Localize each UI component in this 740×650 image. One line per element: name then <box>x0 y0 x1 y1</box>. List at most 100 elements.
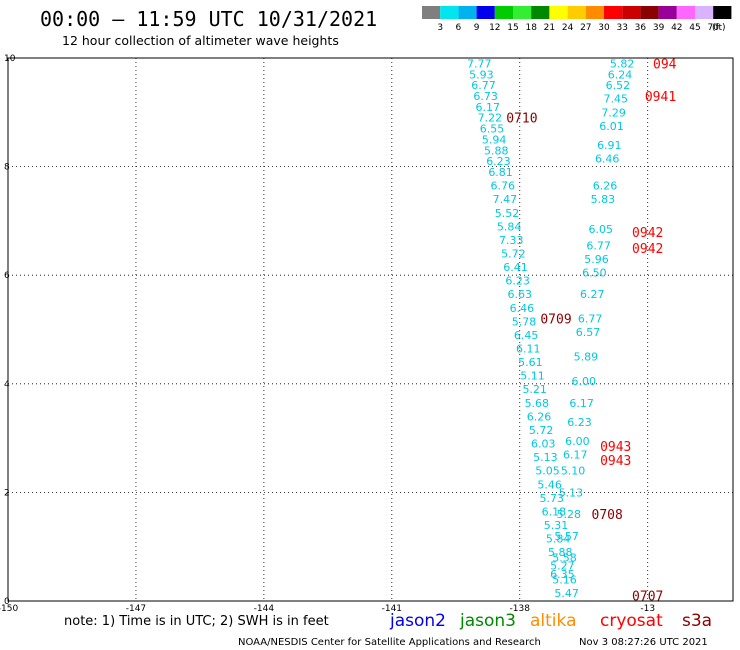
wave-height-point: 7.22 <box>478 112 503 125</box>
scale-label: 33 <box>616 23 627 33</box>
wave-height-point: 6.35 <box>550 568 575 581</box>
pass-time-label: 0943 <box>600 440 631 455</box>
wave-height-point: 7.47 <box>493 193 518 206</box>
wave-height-point: 6.23 <box>505 275 530 288</box>
y-tick-label: 10 <box>4 54 16 64</box>
pass-time-label: 0710 <box>506 112 537 127</box>
pass-time-label: 0942 <box>632 242 663 257</box>
scale-swatch <box>531 6 550 19</box>
scale-label: 36 <box>635 23 647 33</box>
footer-credit: NOAA/NESDIS Center for Satellite Applica… <box>238 637 541 648</box>
wave-height-point: 7.33 <box>499 234 524 247</box>
satellite-legend: jason2 jason3 altika cryosat s3a <box>389 611 712 631</box>
wave-height-point: 6.81 <box>488 166 513 179</box>
wave-height-point: 6.17 <box>476 101 501 114</box>
pass-time-label: 0707 <box>632 590 663 605</box>
wave-height-point: 5.21 <box>522 383 547 396</box>
wave-height-point: 6.50 <box>582 266 607 279</box>
legend-entry: jason2 <box>389 611 446 631</box>
color-scale-labels: 3 6 9 12 15 18 21 24 27 30 33 36 39 42 45 70 <box>437 23 719 33</box>
scale-label: 39 <box>653 23 665 33</box>
pass-time-label: 094 <box>653 57 677 72</box>
scale-label: 21 <box>544 23 555 33</box>
scale-label: 70 <box>707 23 719 33</box>
wave-height-point: 5.93 <box>469 68 494 81</box>
scale-swatch <box>440 6 459 19</box>
scale-swatch <box>549 6 568 19</box>
wave-height-point: 5.47 <box>554 587 579 600</box>
wave-height-point: 5.10 <box>561 465 586 478</box>
wave-height-point: 5.31 <box>544 519 569 532</box>
scale-swatch <box>676 6 695 19</box>
wave-height-point: 6.73 <box>473 90 498 103</box>
scale-label: 6 <box>456 23 462 33</box>
wave-height-point: 6.46 <box>510 302 535 315</box>
wave-height-point: 6.23 <box>486 155 511 168</box>
wave-height-point: 6.18 <box>542 505 567 518</box>
color-scale-unit: (ft) <box>712 23 726 33</box>
x-tick-label: -138 <box>510 604 531 614</box>
wave-height-point: 6.77 <box>586 239 611 252</box>
wave-height-point: 5.05 <box>535 465 560 478</box>
wave-height-point: 5.61 <box>518 356 543 369</box>
wave-height-point: 5.88 <box>484 144 509 157</box>
scale-label: 42 <box>671 23 682 33</box>
scale-swatch <box>513 6 532 19</box>
footer-timestamp: Nov 3 08:27:26 UTC 2021 <box>579 637 708 648</box>
wave-height-point: 6.77 <box>471 79 496 92</box>
x-tick-label: -144 <box>254 604 275 614</box>
wave-height-point: 6.55 <box>480 123 505 136</box>
wave-height-point: 6.01 <box>599 120 624 133</box>
wave-height-point: 5.82 <box>610 57 635 70</box>
wave-height-point: 6.17 <box>563 448 588 461</box>
x-axis-ticks: -150 -147 -144 -141 -138 -13 <box>0 604 655 614</box>
footer-note: note: 1) Time is in UTC; 2) SWH is in fe… <box>64 614 329 629</box>
scale-label: 12 <box>489 23 500 33</box>
wave-height-point: 5.73 <box>540 492 565 505</box>
wave-height-point: 6.41 <box>503 261 528 274</box>
y-tick-label: 4 <box>4 380 10 390</box>
pass-time-label: 0942 <box>632 226 663 241</box>
scale-label: 45 <box>689 23 700 33</box>
wave-height-point: 5.83 <box>591 193 616 206</box>
scale-swatch <box>640 6 659 19</box>
scale-swatch <box>585 6 604 19</box>
wave-height-point: 5.16 <box>552 573 577 586</box>
wave-height-point: 5.46 <box>537 478 562 491</box>
wave-height-point: 6.03 <box>531 438 556 451</box>
wave-height-point: 5.58 <box>552 552 577 565</box>
wave-height-point: 7.29 <box>601 106 626 119</box>
pass-time-label: 0708 <box>592 508 623 523</box>
scale-label: 18 <box>525 23 537 33</box>
legend-entry: s3a <box>682 611 712 631</box>
wave-height-point: 6.57 <box>576 326 601 339</box>
wave-height-point: 6.24 <box>608 68 633 81</box>
wave-height-point: 7.77 <box>467 57 492 70</box>
wave-height-point: 6.11 <box>516 343 541 356</box>
wave-height-point: 5.57 <box>554 530 579 543</box>
scale-label: 9 <box>474 23 480 33</box>
wave-height-point: 5.72 <box>501 247 526 260</box>
wave-height-point: 6.76 <box>490 180 515 193</box>
wave-height-point: 6.23 <box>567 416 592 429</box>
wave-height-point: 5.96 <box>584 253 609 266</box>
y-tick-label: 0 <box>4 597 10 607</box>
grid-lines <box>8 58 733 601</box>
x-tick-label: -147 <box>126 604 146 614</box>
scale-label: 30 <box>598 23 610 33</box>
wave-height-point: 5.88 <box>548 546 573 559</box>
scale-label: 3 <box>437 23 443 33</box>
wave-height-point: 7.45 <box>603 93 628 106</box>
legend-entry: jason3 <box>459 611 516 631</box>
legend-entry: altika <box>530 611 577 631</box>
scale-swatch <box>494 6 513 19</box>
scale-swatch <box>476 6 495 19</box>
y-tick-label: 2 <box>4 488 10 498</box>
wave-height-point: 6.26 <box>527 410 552 423</box>
wave-height-point: 6.27 <box>580 288 605 301</box>
wave-height-point: 6.26 <box>593 180 618 193</box>
x-tick-label: -13 <box>640 604 655 614</box>
legend-entry: cryosat <box>600 611 663 631</box>
wave-height-point: 6.00 <box>571 375 596 388</box>
